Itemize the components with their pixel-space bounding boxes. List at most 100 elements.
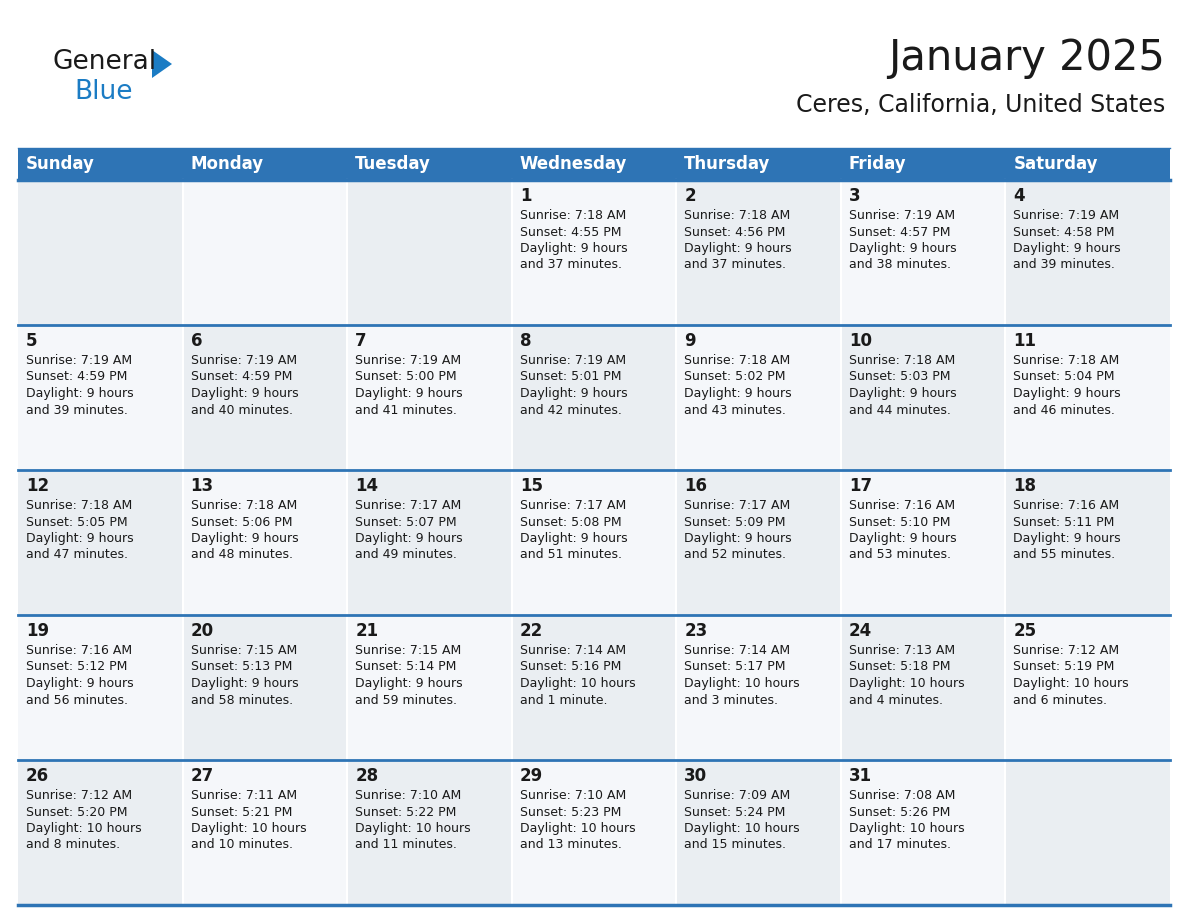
Bar [18,325,183,470]
Text: Sunrise: 7:17 AM: Sunrise: 7:17 AM [355,499,461,512]
Bar [512,148,676,180]
Text: and 51 minutes.: and 51 minutes. [519,548,621,562]
Text: Sunset: 5:05 PM: Sunset: 5:05 PM [26,516,127,529]
Text: Sunrise: 7:12 AM: Sunrise: 7:12 AM [1013,644,1119,657]
Text: Sunset: 4:59 PM: Sunset: 4:59 PM [26,371,127,384]
Text: Sunset: 5:26 PM: Sunset: 5:26 PM [849,805,950,819]
Text: Sunrise: 7:16 AM: Sunrise: 7:16 AM [1013,499,1119,512]
Text: Sunrise: 7:19 AM: Sunrise: 7:19 AM [355,354,461,367]
Text: 5: 5 [26,332,38,350]
Text: Sunset: 5:06 PM: Sunset: 5:06 PM [190,516,292,529]
Text: Sunset: 5:18 PM: Sunset: 5:18 PM [849,660,950,674]
Text: Sunset: 5:00 PM: Sunset: 5:00 PM [355,371,456,384]
Text: Saturday: Saturday [1013,155,1098,173]
Bar [676,615,841,760]
Text: Daylight: 10 hours: Daylight: 10 hours [355,822,470,835]
Text: 18: 18 [1013,477,1036,495]
Text: Sunrise: 7:15 AM: Sunrise: 7:15 AM [355,644,461,657]
Text: Sunrise: 7:18 AM: Sunrise: 7:18 AM [26,499,132,512]
Text: and 8 minutes.: and 8 minutes. [26,838,120,852]
Text: and 56 minutes.: and 56 minutes. [26,693,128,707]
Text: Sunrise: 7:09 AM: Sunrise: 7:09 AM [684,789,790,802]
Bar [841,148,1005,180]
Text: Daylight: 9 hours: Daylight: 9 hours [355,387,463,400]
Text: 6: 6 [190,332,202,350]
Text: 9: 9 [684,332,696,350]
Text: Daylight: 9 hours: Daylight: 9 hours [190,532,298,545]
Text: Daylight: 9 hours: Daylight: 9 hours [355,532,463,545]
Text: and 17 minutes.: and 17 minutes. [849,838,950,852]
Text: Daylight: 9 hours: Daylight: 9 hours [1013,242,1121,255]
Text: 19: 19 [26,622,49,640]
Text: and 59 minutes.: and 59 minutes. [355,693,457,707]
Text: 3: 3 [849,187,860,205]
Text: 15: 15 [519,477,543,495]
Bar [841,615,1005,760]
Text: and 49 minutes.: and 49 minutes. [355,548,457,562]
Text: 29: 29 [519,767,543,785]
Text: Sunrise: 7:08 AM: Sunrise: 7:08 AM [849,789,955,802]
Text: Sunset: 4:57 PM: Sunset: 4:57 PM [849,226,950,239]
Text: 20: 20 [190,622,214,640]
Text: Thursday: Thursday [684,155,771,173]
Text: 4: 4 [1013,187,1025,205]
Text: Daylight: 9 hours: Daylight: 9 hours [355,677,463,690]
Text: and 15 minutes.: and 15 minutes. [684,838,786,852]
Text: Daylight: 9 hours: Daylight: 9 hours [519,387,627,400]
Text: 14: 14 [355,477,378,495]
Text: Sunrise: 7:18 AM: Sunrise: 7:18 AM [519,209,626,222]
Text: and 4 minutes.: and 4 minutes. [849,693,943,707]
Text: Sunrise: 7:17 AM: Sunrise: 7:17 AM [684,499,790,512]
Text: Daylight: 9 hours: Daylight: 9 hours [519,532,627,545]
Text: and 46 minutes.: and 46 minutes. [1013,404,1116,417]
Text: Sunset: 5:14 PM: Sunset: 5:14 PM [355,660,456,674]
Bar [18,180,183,325]
Text: Daylight: 10 hours: Daylight: 10 hours [684,677,800,690]
Text: 26: 26 [26,767,49,785]
Text: and 48 minutes.: and 48 minutes. [190,548,292,562]
Bar [841,760,1005,905]
Text: Sunset: 5:19 PM: Sunset: 5:19 PM [1013,660,1114,674]
Text: Sunrise: 7:14 AM: Sunrise: 7:14 AM [519,644,626,657]
Text: and 47 minutes.: and 47 minutes. [26,548,128,562]
Text: 16: 16 [684,477,707,495]
Text: Sunset: 5:13 PM: Sunset: 5:13 PM [190,660,292,674]
Text: 1: 1 [519,187,531,205]
Text: Sunrise: 7:18 AM: Sunrise: 7:18 AM [190,499,297,512]
Bar [512,615,676,760]
Bar [18,615,183,760]
Text: Daylight: 9 hours: Daylight: 9 hours [26,532,133,545]
Text: Daylight: 9 hours: Daylight: 9 hours [190,677,298,690]
Text: and 44 minutes.: and 44 minutes. [849,404,950,417]
Text: Sunset: 5:11 PM: Sunset: 5:11 PM [1013,516,1114,529]
Bar [347,615,512,760]
Text: Sunset: 5:03 PM: Sunset: 5:03 PM [849,371,950,384]
Text: Wednesday: Wednesday [519,155,627,173]
Text: Sunrise: 7:19 AM: Sunrise: 7:19 AM [26,354,132,367]
Text: and 40 minutes.: and 40 minutes. [190,404,292,417]
Bar [512,760,676,905]
Text: Sunrise: 7:13 AM: Sunrise: 7:13 AM [849,644,955,657]
Text: Sunrise: 7:18 AM: Sunrise: 7:18 AM [684,354,790,367]
Text: Daylight: 9 hours: Daylight: 9 hours [190,387,298,400]
Text: Daylight: 10 hours: Daylight: 10 hours [190,822,307,835]
Text: Sunrise: 7:12 AM: Sunrise: 7:12 AM [26,789,132,802]
Bar [1005,470,1170,615]
Text: Daylight: 10 hours: Daylight: 10 hours [1013,677,1129,690]
Text: Sunrise: 7:18 AM: Sunrise: 7:18 AM [849,354,955,367]
Text: Sunrise: 7:14 AM: Sunrise: 7:14 AM [684,644,790,657]
Text: Sunset: 5:17 PM: Sunset: 5:17 PM [684,660,785,674]
Text: Daylight: 9 hours: Daylight: 9 hours [26,677,133,690]
Bar [676,180,841,325]
Text: and 43 minutes.: and 43 minutes. [684,404,786,417]
Text: and 3 minutes.: and 3 minutes. [684,693,778,707]
Text: Sunrise: 7:19 AM: Sunrise: 7:19 AM [519,354,626,367]
Bar [183,615,347,760]
Text: Sunset: 5:02 PM: Sunset: 5:02 PM [684,371,785,384]
Text: Daylight: 9 hours: Daylight: 9 hours [684,242,792,255]
Text: Friday: Friday [849,155,906,173]
Bar [841,325,1005,470]
Text: Daylight: 10 hours: Daylight: 10 hours [849,677,965,690]
Bar [676,760,841,905]
Text: Monday: Monday [190,155,264,173]
